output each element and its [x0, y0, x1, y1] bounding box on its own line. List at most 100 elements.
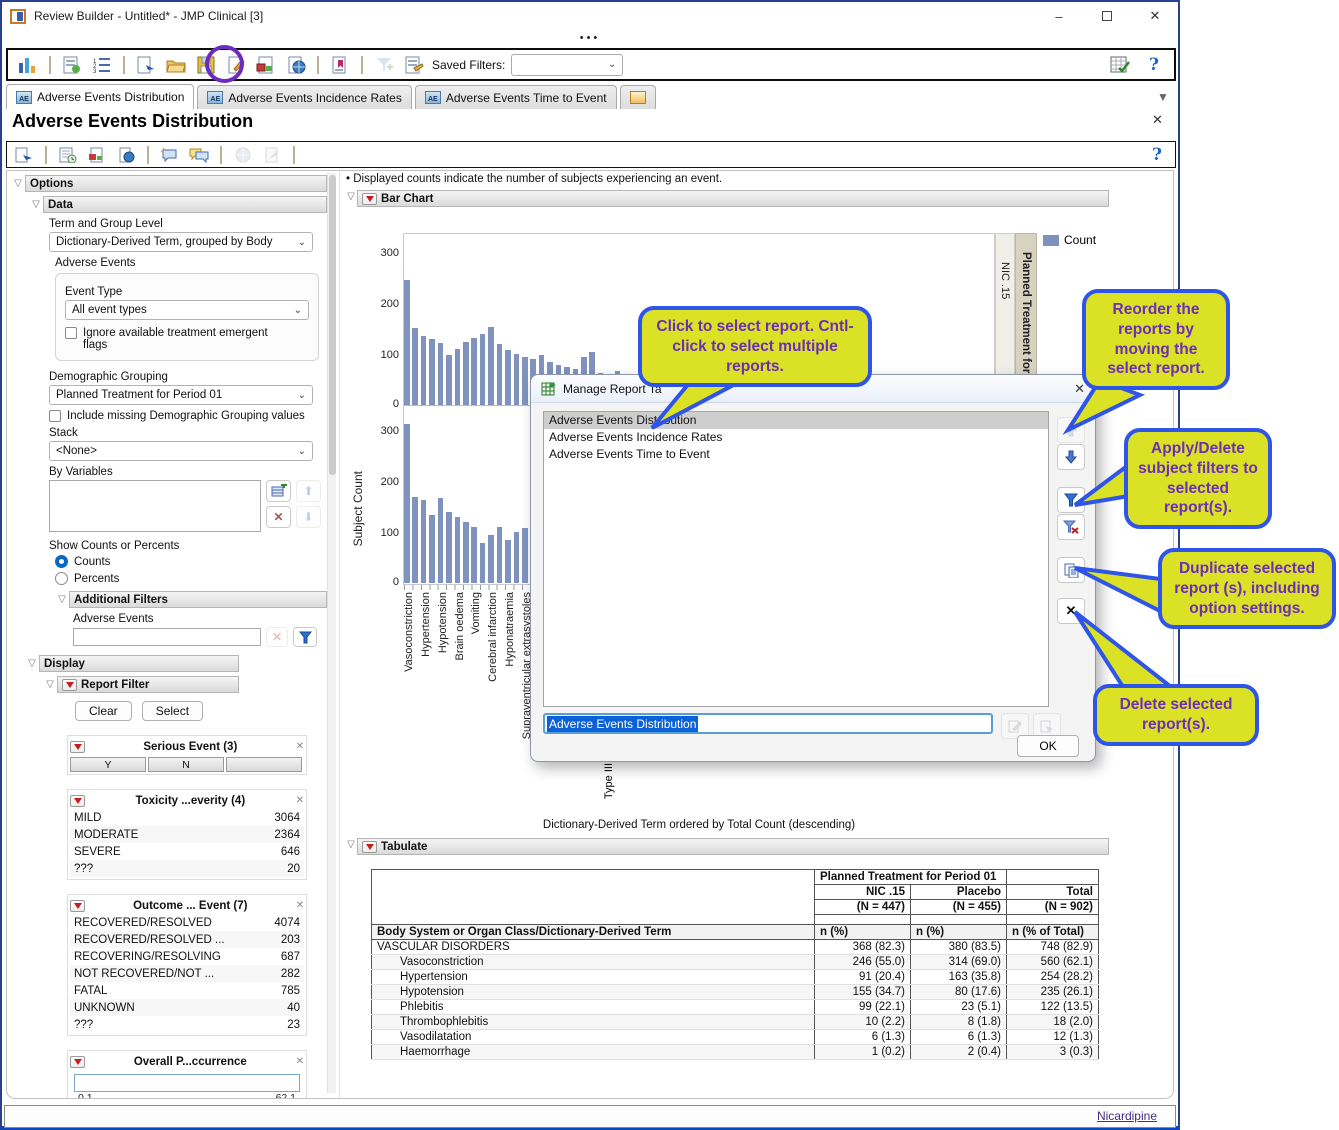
bar[interactable] — [412, 496, 418, 583]
saved-filters-select[interactable]: ⌄ — [511, 53, 624, 76]
bar[interactable] — [488, 534, 494, 583]
bar[interactable] — [429, 514, 435, 583]
bar[interactable] — [420, 500, 427, 583]
close-filter-icon[interactable]: ✕ — [295, 741, 304, 752]
help-icon[interactable]: ? — [1149, 54, 1159, 75]
red-triangle-menu-icon[interactable] — [362, 192, 377, 205]
bar[interactable] — [513, 354, 520, 405]
ae-filter-input[interactable] — [73, 628, 261, 646]
clear-button[interactable]: Clear — [75, 701, 132, 721]
filter-row[interactable]: NOT RECOVERED/NOT ... 282 — [70, 965, 304, 982]
bar[interactable] — [479, 334, 486, 405]
bar[interactable] — [454, 517, 461, 583]
filter-row[interactable]: ??? 20 — [70, 860, 304, 877]
clear-filter-icon[interactable]: ✕ — [266, 627, 288, 647]
report-list-item[interactable]: Adverse Events Incidence Rates — [549, 430, 723, 444]
close-filter-icon[interactable]: ✕ — [295, 795, 304, 806]
filter-funnel-icon[interactable] — [293, 627, 317, 647]
tab-adverse-events-incidence-rates[interactable]: AE Adverse Events Incidence Rates — [197, 85, 412, 109]
tabulate-header[interactable]: Tabulate — [357, 838, 1109, 855]
filter-row[interactable]: MILD 3064 — [74, 811, 300, 824]
collapse-triangle-icon[interactable]: ▽ — [347, 839, 355, 850]
add-filter-icon[interactable] — [372, 54, 396, 76]
sidebar-scrollbar[interactable] — [327, 173, 336, 1093]
bar[interactable] — [446, 512, 452, 583]
globe-icon[interactable] — [232, 145, 254, 165]
bar[interactable] — [522, 528, 528, 583]
data-header[interactable]: Data — [43, 196, 327, 213]
bar[interactable] — [404, 280, 410, 405]
ignore-flags-checkbox[interactable] — [65, 327, 77, 339]
filter-segment[interactable] — [226, 757, 302, 772]
data-table-icon[interactable] — [1108, 54, 1132, 76]
red-triangle-menu-icon[interactable] — [62, 678, 77, 691]
by-variables-listbox[interactable] — [49, 480, 261, 532]
review-template-icon[interactable] — [328, 54, 352, 76]
bar[interactable] — [463, 341, 469, 405]
red-triangle-menu-icon[interactable] — [70, 794, 85, 807]
red-triangle-menu-icon[interactable] — [70, 740, 85, 753]
apply-name-icon[interactable] — [1033, 713, 1061, 739]
filter-row[interactable]: SEVERE 646 — [74, 845, 300, 858]
notes-icon[interactable] — [188, 145, 210, 165]
filter-row[interactable]: RECOVERED/RESOLVED 4074 — [74, 916, 300, 929]
bar[interactable] — [522, 356, 528, 405]
select-button[interactable]: Select — [141, 701, 204, 721]
publish-report-icon[interactable] — [115, 145, 137, 165]
collapse-triangle-icon[interactable]: ▽ — [347, 191, 355, 202]
bar[interactable] — [412, 328, 418, 405]
report-close-icon[interactable]: ✕ — [1152, 112, 1163, 127]
bar[interactable] — [420, 336, 427, 405]
red-triangle-menu-icon[interactable] — [70, 899, 85, 912]
bar[interactable] — [429, 339, 435, 405]
filter-segment[interactable]: Y — [70, 757, 146, 772]
overflow-dots[interactable]: ••• — [579, 32, 601, 44]
bar[interactable] — [496, 527, 503, 583]
new-report-icon[interactable] — [134, 54, 158, 76]
image-export-icon[interactable] — [254, 54, 278, 76]
move-down-icon[interactable]: ⬇ — [296, 506, 321, 528]
report-help-icon[interactable]: ? — [1152, 144, 1162, 165]
rename-report-icon[interactable] — [1001, 713, 1029, 739]
move-report-down-button[interactable] — [1057, 444, 1085, 470]
remove-variable-icon[interactable]: ✕ — [266, 506, 291, 528]
open-folder-icon[interactable] — [164, 54, 188, 76]
add-note-icon[interactable] — [159, 145, 181, 165]
saved-filters-icon[interactable] — [402, 54, 426, 76]
bar[interactable] — [505, 350, 511, 405]
bar-chart-header[interactable]: Bar Chart — [357, 190, 1109, 207]
bar[interactable] — [471, 527, 477, 583]
collapse-triangle-icon[interactable]: ▽ — [58, 594, 66, 605]
ok-button[interactable]: OK — [1017, 735, 1079, 757]
report-list-item[interactable]: Adverse Events Time to Event — [549, 447, 710, 461]
tab-chart[interactable] — [619, 85, 656, 109]
delete-subject-filter-button[interactable] — [1057, 514, 1085, 540]
filter-row[interactable]: FATAL 785 — [74, 984, 300, 997]
minimize-button[interactable]: – — [1055, 8, 1063, 24]
counts-radio[interactable] — [55, 555, 68, 568]
report-list[interactable]: Adverse Events Distribution Adverse Event… — [543, 411, 1049, 707]
percents-radio[interactable] — [55, 572, 68, 585]
add-variable-icon[interactable] — [266, 480, 291, 502]
maximize-button[interactable] — [1096, 9, 1118, 24]
report-name-input[interactable]: Adverse Events Distribution — [543, 713, 993, 734]
bar[interactable] — [496, 343, 503, 405]
bar[interactable] — [454, 349, 461, 405]
bar[interactable] — [437, 343, 444, 405]
review-notes-icon[interactable] — [60, 54, 84, 76]
filter-segment[interactable]: N — [148, 757, 224, 772]
collapse-triangle-icon[interactable]: ▽ — [32, 199, 40, 210]
dialog-close-icon[interactable]: ✕ — [1074, 380, 1085, 396]
collapse-triangle-icon[interactable]: ▽ — [46, 679, 54, 690]
bar[interactable] — [404, 423, 410, 583]
bar[interactable] — [479, 542, 486, 583]
bar[interactable] — [513, 532, 520, 583]
bar[interactable] — [505, 539, 511, 583]
move-up-icon[interactable]: ⬆ — [296, 480, 321, 502]
bar-chart-icon[interactable] — [16, 54, 40, 76]
bar[interactable] — [471, 338, 477, 405]
collapse-triangle-icon[interactable]: ▽ — [14, 178, 22, 189]
range-filter-input[interactable] — [74, 1074, 300, 1092]
report-list-item[interactable]: Adverse Events Distribution — [544, 412, 1048, 429]
options-header[interactable]: Options — [25, 175, 327, 192]
